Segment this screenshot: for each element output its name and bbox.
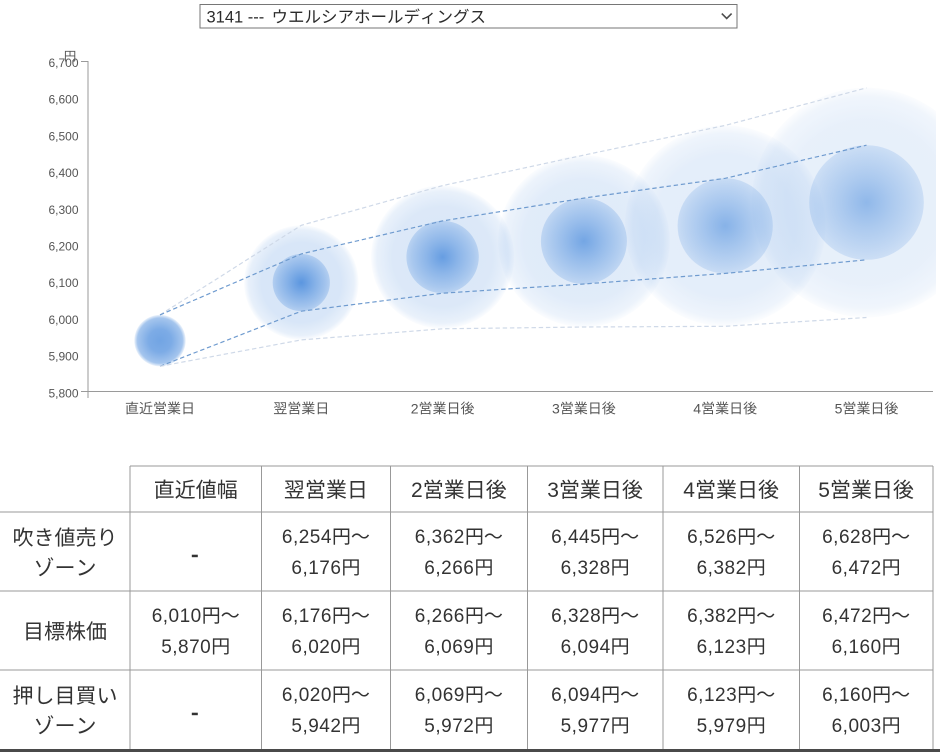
svg-text:3: 3 bbox=[552, 400, 560, 416]
svg-text:5,800: 5,800 bbox=[49, 386, 79, 400]
svg-text:6,526: 6,526 bbox=[687, 527, 737, 548]
svg-text:6,160: 6,160 bbox=[822, 685, 872, 706]
svg-text:5,900: 5,900 bbox=[49, 350, 79, 364]
svg-text:2: 2 bbox=[411, 400, 419, 416]
svg-text:3141 ---: 3141 --- bbox=[207, 9, 265, 27]
svg-text:6,300: 6,300 bbox=[49, 203, 79, 217]
svg-text:6,328: 6,328 bbox=[561, 558, 611, 579]
svg-text:6,328: 6,328 bbox=[551, 606, 601, 627]
svg-text:6,176: 6,176 bbox=[291, 558, 341, 579]
svg-text:6,160: 6,160 bbox=[832, 637, 882, 658]
svg-text:6,123: 6,123 bbox=[697, 637, 747, 658]
svg-text:4: 4 bbox=[693, 400, 701, 416]
svg-text:6,003: 6,003 bbox=[832, 716, 882, 737]
svg-text:5,979: 5,979 bbox=[697, 716, 747, 737]
svg-text:6,254: 6,254 bbox=[282, 527, 332, 548]
svg-text:6,362: 6,362 bbox=[415, 527, 465, 548]
svg-text:6,700: 6,700 bbox=[49, 56, 79, 70]
svg-text:3: 3 bbox=[547, 479, 559, 502]
svg-text:6,010: 6,010 bbox=[152, 606, 202, 627]
svg-text:5,977: 5,977 bbox=[561, 716, 611, 737]
svg-text:6,266: 6,266 bbox=[424, 558, 474, 579]
svg-text:6,382: 6,382 bbox=[697, 558, 747, 579]
svg-text:6,123: 6,123 bbox=[687, 685, 737, 706]
svg-text:6,500: 6,500 bbox=[49, 129, 79, 143]
svg-text:6,445: 6,445 bbox=[551, 527, 601, 548]
svg-text:6,600: 6,600 bbox=[49, 93, 79, 107]
svg-text:6,400: 6,400 bbox=[49, 166, 79, 180]
svg-text:6,266: 6,266 bbox=[415, 606, 465, 627]
svg-text:5,942: 5,942 bbox=[291, 716, 341, 737]
svg-text:2: 2 bbox=[411, 479, 423, 502]
svg-text:6,000: 6,000 bbox=[49, 313, 79, 327]
svg-text:5,870: 5,870 bbox=[161, 637, 211, 658]
svg-text:6,472: 6,472 bbox=[822, 606, 872, 627]
svg-text:6,020: 6,020 bbox=[291, 637, 341, 658]
svg-text:6,100: 6,100 bbox=[49, 276, 79, 290]
svg-text:6,176: 6,176 bbox=[282, 606, 332, 627]
svg-text:5: 5 bbox=[835, 400, 843, 416]
svg-text:5,972: 5,972 bbox=[424, 716, 474, 737]
svg-text:6,200: 6,200 bbox=[49, 240, 79, 254]
svg-text:6,472: 6,472 bbox=[832, 558, 882, 579]
svg-text:4: 4 bbox=[683, 479, 695, 502]
svg-text:6,382: 6,382 bbox=[687, 606, 737, 627]
svg-text:6,094: 6,094 bbox=[561, 637, 611, 658]
svg-text:6,020: 6,020 bbox=[282, 685, 332, 706]
svg-text:5: 5 bbox=[818, 479, 830, 502]
svg-text:6,069: 6,069 bbox=[415, 685, 465, 706]
svg-text:6,628: 6,628 bbox=[822, 527, 872, 548]
svg-text:6,094: 6,094 bbox=[551, 685, 601, 706]
svg-text:6,069: 6,069 bbox=[424, 637, 474, 658]
